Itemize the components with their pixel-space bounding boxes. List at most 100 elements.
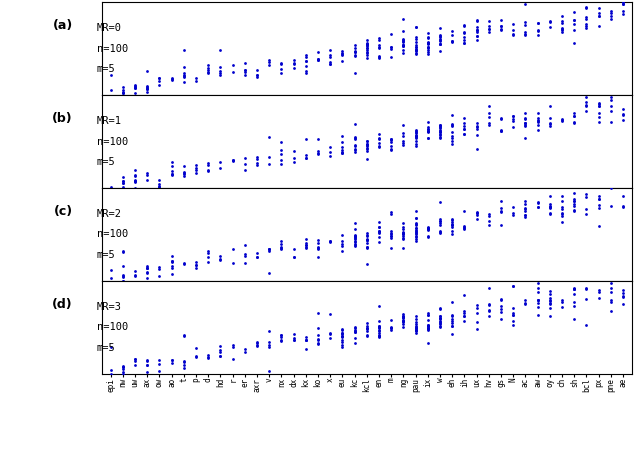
Point: [410, 327, 420, 334]
Point: [410, 225, 420, 232]
Point: [362, 332, 372, 339]
Point: [398, 41, 408, 49]
Point: [410, 23, 420, 31]
Point: [398, 236, 408, 243]
Point: [581, 193, 591, 200]
Point: [338, 240, 348, 248]
Point: [471, 28, 482, 35]
Point: [338, 329, 348, 337]
Point: [338, 238, 348, 245]
Point: [374, 35, 384, 42]
Text: m=5: m=5: [97, 64, 115, 74]
Point: [581, 24, 591, 32]
Point: [179, 357, 189, 365]
Point: [300, 236, 311, 243]
Point: [410, 134, 420, 142]
Point: [338, 47, 348, 55]
Point: [435, 133, 445, 141]
Point: [484, 312, 494, 319]
Point: [618, 105, 628, 113]
Point: [362, 51, 372, 59]
Point: [605, 12, 616, 20]
Text: m=5: m=5: [97, 343, 115, 353]
Point: [338, 342, 348, 349]
Point: [508, 30, 518, 38]
Point: [179, 170, 189, 178]
Point: [154, 266, 165, 273]
Point: [350, 142, 360, 149]
Point: [593, 99, 604, 107]
Point: [252, 253, 262, 261]
Point: [398, 232, 408, 239]
Point: [228, 69, 238, 76]
Point: [203, 65, 213, 72]
Point: [142, 274, 152, 282]
Point: [484, 217, 494, 225]
Point: [447, 331, 457, 338]
Point: [350, 148, 360, 155]
Point: [191, 77, 201, 85]
Point: [521, 134, 531, 142]
Point: [569, 109, 579, 117]
Point: [484, 113, 494, 121]
Point: [130, 81, 140, 89]
Point: [288, 253, 299, 260]
Point: [410, 233, 420, 240]
Point: [423, 311, 433, 319]
Point: [471, 211, 482, 219]
Point: [264, 327, 274, 335]
Point: [398, 132, 408, 140]
Point: [350, 48, 360, 56]
Point: [410, 221, 420, 229]
Point: [521, 119, 531, 127]
Point: [313, 243, 323, 250]
Point: [459, 223, 470, 230]
Point: [350, 133, 360, 140]
Point: [435, 131, 445, 139]
Point: [167, 168, 177, 175]
Point: [374, 223, 384, 231]
Point: [410, 219, 420, 227]
Point: [386, 30, 396, 38]
Point: [216, 159, 226, 166]
Point: [398, 142, 408, 149]
Point: [447, 38, 457, 45]
Point: [313, 236, 323, 244]
Point: [398, 121, 408, 129]
Point: [179, 69, 189, 77]
Point: [533, 288, 543, 296]
Point: [423, 225, 433, 232]
Point: [435, 129, 445, 136]
Point: [581, 4, 591, 12]
Point: [435, 217, 445, 224]
Point: [374, 36, 384, 43]
Point: [459, 224, 470, 232]
Point: [350, 219, 360, 227]
Point: [484, 22, 494, 30]
Point: [130, 177, 140, 184]
Point: [435, 124, 445, 131]
Point: [398, 27, 408, 35]
Point: [362, 244, 372, 252]
Point: [313, 324, 323, 331]
Point: [423, 134, 433, 141]
Point: [508, 118, 518, 125]
Point: [545, 192, 555, 199]
Point: [423, 226, 433, 233]
Point: [581, 22, 591, 30]
Point: [471, 32, 482, 40]
Point: [203, 69, 213, 77]
Point: [581, 101, 591, 109]
Point: [398, 15, 408, 22]
Point: [557, 296, 567, 304]
Point: [142, 171, 152, 178]
Point: [496, 315, 506, 322]
Point: [410, 49, 420, 57]
Point: [252, 249, 262, 257]
Point: [350, 225, 360, 232]
Point: [410, 43, 420, 50]
Point: [362, 229, 372, 237]
Point: [203, 161, 213, 169]
Point: [142, 361, 152, 368]
Point: [410, 237, 420, 245]
